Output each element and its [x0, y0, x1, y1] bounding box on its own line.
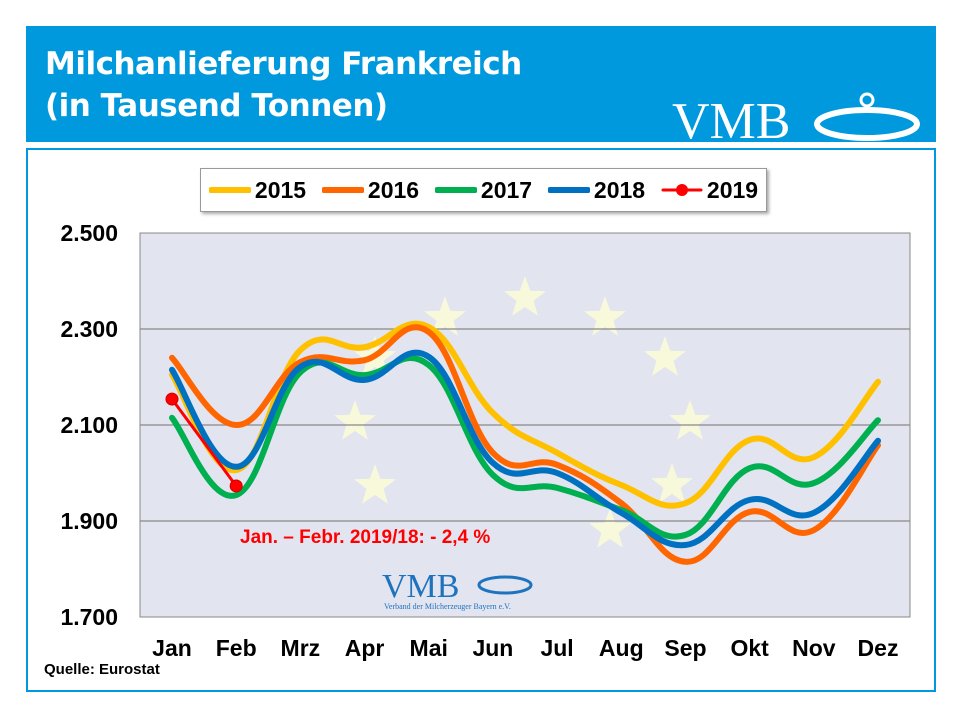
watermark-subtitle: Verband der Milcherzeuger Bayern e.V.	[384, 602, 511, 611]
series-line-2018	[169, 349, 881, 549]
vmb-watermark-logo: VMB Verband der Milcherzeuger Bayern e.V…	[382, 568, 533, 611]
star-icon	[644, 336, 686, 376]
data-point-2019	[165, 392, 179, 406]
legend-swatch-icon	[434, 187, 477, 193]
chart-title-line1: Milchanlieferung Frankreich	[45, 46, 522, 82]
source-text: Quelle: Eurostat	[44, 661, 160, 678]
star-icon	[651, 463, 693, 503]
svg-text:VMB: VMB	[672, 93, 790, 144]
series-line-2017	[169, 355, 881, 540]
vmb-logo: VMB	[672, 88, 922, 150]
series-line-2016	[169, 324, 881, 565]
chart-title-line2: (in Tausend Tonnen)	[45, 88, 388, 124]
legend-item-2015: 2015	[208, 176, 307, 204]
legend-swatch-icon	[661, 184, 703, 196]
legend-label: 2019	[706, 176, 759, 203]
x-tick-label: Mai	[410, 635, 448, 661]
legend-item-2017: 2017	[434, 176, 533, 204]
y-tick-label: 2.100	[60, 412, 118, 438]
legend-label: 2016	[367, 176, 420, 203]
y-tick-label: 1.900	[60, 508, 118, 534]
x-tick-label: Aug	[599, 635, 644, 661]
x-tick-label: Dez	[858, 635, 899, 661]
legend-item-2018: 2018	[547, 176, 646, 204]
data-point-2019	[229, 479, 243, 493]
star-icon	[584, 296, 626, 336]
series-line-2019	[170, 398, 238, 487]
y-tick-label: 2.500	[60, 220, 118, 246]
y-tick-label: 2.300	[60, 316, 118, 342]
legend: 2015 2016 2017 2018 2019	[200, 168, 767, 212]
x-tick-label: Jan	[152, 635, 192, 661]
x-tick-label: Nov	[792, 635, 836, 661]
header-banner: Milchanlieferung Frankreich (in Tausend …	[26, 26, 936, 150]
x-tick-label: Jun	[472, 635, 513, 661]
x-tick-label: Jul	[540, 635, 573, 661]
series-line-2015	[169, 320, 881, 509]
legend-label: 2018	[593, 176, 646, 203]
x-tick-label: Mrz	[281, 635, 321, 661]
legend-item-2016: 2016	[321, 176, 420, 204]
legend-label: 2017	[480, 176, 533, 203]
star-icon	[589, 508, 631, 548]
x-tick-label: Sep	[664, 635, 706, 661]
star-icon	[504, 276, 546, 316]
legend-swatch-icon	[321, 187, 364, 193]
y-tick-label: 1.700	[60, 604, 118, 630]
watermark-logo-text: VMB	[382, 568, 459, 605]
chart-frame	[26, 148, 936, 692]
legend-swatch-icon	[547, 187, 590, 193]
star-icon	[334, 400, 376, 440]
star-icon	[424, 296, 466, 336]
legend-label: 2015	[254, 176, 307, 203]
x-tick-label: Feb	[216, 635, 257, 661]
annotation-text: Jan. – Febr. 2019/18: - 2,4 %	[240, 527, 491, 548]
legend-item-2019: 2019	[661, 177, 758, 204]
x-tick-label: Okt	[730, 635, 769, 661]
x-tick-label: Apr	[345, 635, 385, 661]
legend-swatch-icon	[208, 187, 251, 193]
star-icon	[669, 400, 711, 440]
star-icon	[354, 464, 396, 504]
